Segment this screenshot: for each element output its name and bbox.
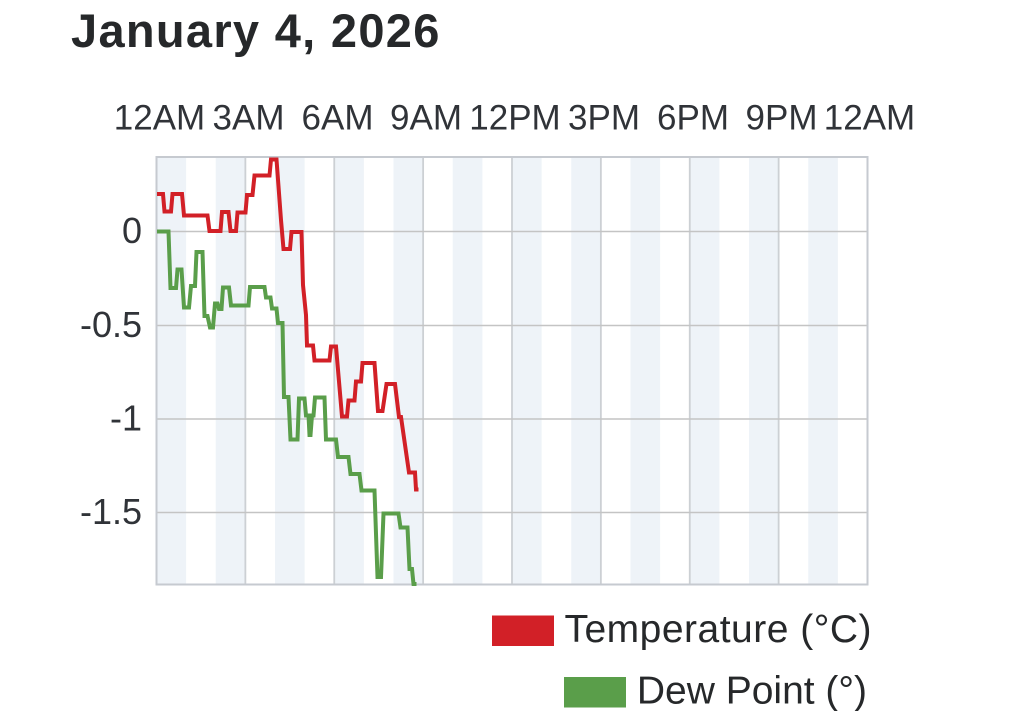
- svg-text:3PM: 3PM: [568, 99, 640, 138]
- svg-text:-0.5: -0.5: [80, 304, 142, 345]
- svg-text:12AM: 12AM: [824, 99, 915, 138]
- svg-text:12AM: 12AM: [114, 99, 205, 138]
- svg-text:0: 0: [122, 210, 142, 251]
- svg-text:-1.5: -1.5: [80, 491, 142, 532]
- svg-text:3AM: 3AM: [213, 99, 285, 138]
- svg-text:6AM: 6AM: [302, 99, 374, 138]
- svg-text:-1: -1: [110, 398, 142, 439]
- svg-text:Dew Point (°): Dew Point (°): [637, 670, 867, 711]
- svg-text:Temperature (°C): Temperature (°C): [564, 608, 872, 651]
- svg-text:12PM: 12PM: [469, 99, 560, 138]
- svg-text:6PM: 6PM: [657, 99, 729, 138]
- svg-text:9PM: 9PM: [746, 99, 818, 138]
- svg-text:9AM: 9AM: [390, 99, 462, 138]
